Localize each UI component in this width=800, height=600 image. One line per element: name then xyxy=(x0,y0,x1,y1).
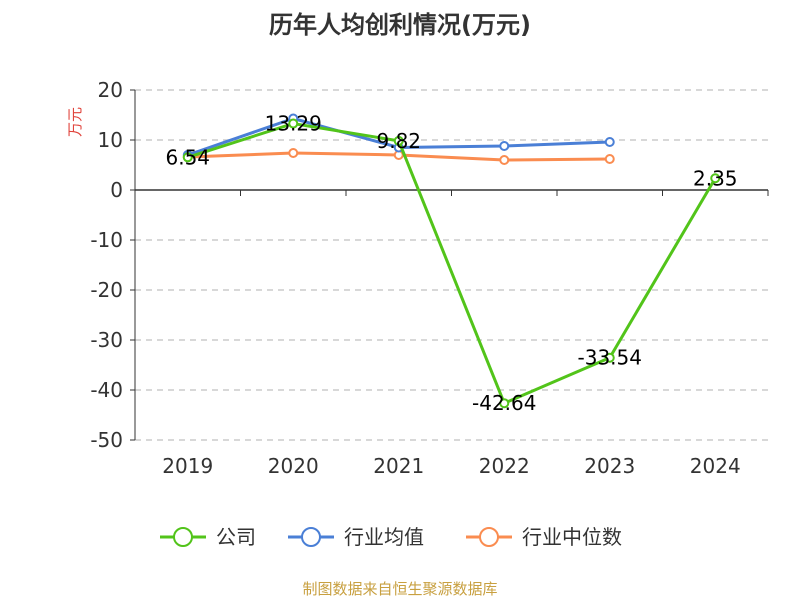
x-tick-label-2020: 2020 xyxy=(268,454,319,478)
legend-label: 公司 xyxy=(216,525,256,549)
data-label-2019: 6.54 xyxy=(165,145,210,169)
legend-item-1[interactable]: 行业均值 xyxy=(288,525,424,549)
y-tick-label: -20 xyxy=(90,278,123,302)
x-tick-label-2022: 2022 xyxy=(479,454,530,478)
chart-title: 历年人均创利情况(万元) xyxy=(269,11,531,39)
data-label-2023: -33.54 xyxy=(578,346,642,370)
x-tick-label-2024: 2024 xyxy=(690,454,741,478)
y-tick-label: -10 xyxy=(90,228,123,252)
y-tick-label: -40 xyxy=(90,378,123,402)
x-tick-label-2021: 2021 xyxy=(373,454,424,478)
data-label-2021: 9.82 xyxy=(376,129,421,153)
legend-marker-icon xyxy=(479,527,499,547)
series-0-point-4[interactable] xyxy=(604,352,615,363)
data-label-2020: 13.29 xyxy=(265,112,322,136)
y-tick-label: 10 xyxy=(98,128,123,152)
x-tick-label-2023: 2023 xyxy=(584,454,635,478)
series-0-point-0[interactable] xyxy=(182,152,193,163)
y-tick-label: -30 xyxy=(90,328,123,352)
series-1-point-3[interactable] xyxy=(499,141,510,151)
legend-marker-icon xyxy=(301,527,321,547)
x-tick-label-2019: 2019 xyxy=(162,454,213,478)
series-0-point-2[interactable] xyxy=(393,135,404,146)
series-0-point-1[interactable] xyxy=(288,118,299,129)
series-2-point-3[interactable] xyxy=(499,155,510,165)
y-tick-label: 0 xyxy=(110,178,123,202)
data-label-2024: 2.35 xyxy=(693,166,738,190)
series-0-point-5[interactable] xyxy=(710,173,721,184)
y-axis-label: 万元 xyxy=(66,107,84,137)
y-tick-label: 20 xyxy=(98,78,123,102)
y-tick-label: -50 xyxy=(90,428,123,452)
series-2-point-4[interactable] xyxy=(604,154,615,164)
axes: 20 10 0 -10 -20 -30 -40 -50 2019 2020 2021 2022 2023… xyxy=(90,78,769,478)
source-note: 制图数据来自恒生聚源数据库 xyxy=(302,580,497,598)
legend-label: 行业中位数 xyxy=(522,525,622,549)
series-lines xyxy=(182,113,721,409)
series-line-0 xyxy=(187,122,717,405)
legend-marker-icon xyxy=(173,527,193,547)
data-labels: 6.54 13.29 9.82 -42.64 -33.54 2.35 xyxy=(165,112,737,416)
legend-item-2[interactable]: 行业中位数 xyxy=(466,525,622,549)
data-label-2022: -42.64 xyxy=(472,391,536,415)
series-1-point-4[interactable] xyxy=(604,137,615,147)
series-0-point-3[interactable] xyxy=(499,398,510,409)
legend-item-0[interactable]: 公司 xyxy=(160,525,256,549)
legend-label: 行业均值 xyxy=(344,525,424,549)
series-2-point-1[interactable] xyxy=(288,148,299,158)
legend[interactable]: 公司 行业均值 行业中位数 xyxy=(160,525,622,549)
